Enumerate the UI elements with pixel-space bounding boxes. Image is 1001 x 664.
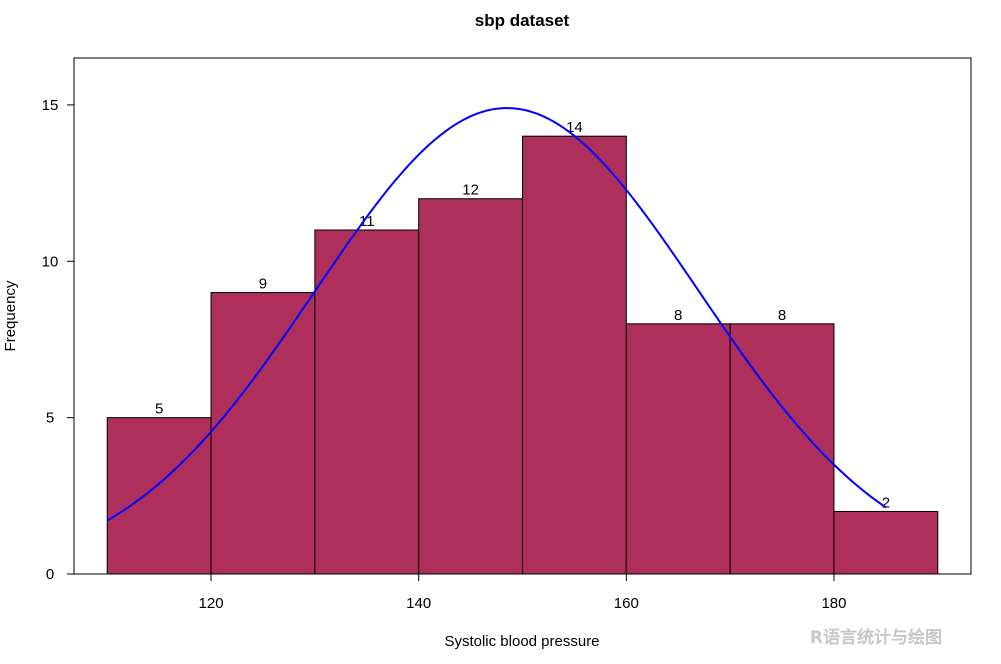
x-tick-label: 160 <box>614 595 639 612</box>
x-tick-label: 180 <box>821 595 846 612</box>
bar-count-label: 5 <box>155 401 163 418</box>
watermark-text: R语言统计与绘图 <box>810 627 942 648</box>
bar-count-label: 12 <box>462 182 479 199</box>
x-axis: 120 140 160 180 <box>199 573 846 612</box>
histogram-bar <box>833 510 939 575</box>
bars-group <box>106 135 939 575</box>
x-axis-title: Systolic blood pressure <box>444 633 599 650</box>
bar-count-label: 11 <box>359 213 375 230</box>
y-axis: 0 5 10 15 <box>42 97 75 583</box>
histogram-bar <box>522 135 627 575</box>
density-curve <box>106 107 887 522</box>
y-tick-label: 0 <box>46 566 54 583</box>
histogram-bar <box>418 198 523 575</box>
y-axis-title: Frequency <box>2 280 19 351</box>
histogram-bar <box>210 292 316 575</box>
x-tick-label: 140 <box>406 595 431 612</box>
y-tick-label: 5 <box>46 410 54 427</box>
bar-count-label: 9 <box>259 276 267 293</box>
histogram-bar <box>314 229 420 575</box>
histogram-bar <box>729 323 835 575</box>
histogram-bar <box>106 417 212 575</box>
bar-count-label: 2 <box>882 494 890 511</box>
y-tick-label: 10 <box>42 253 59 270</box>
bar-count-label: 14 <box>566 119 583 136</box>
x-tick-label: 120 <box>199 595 224 612</box>
histogram-bar <box>625 323 731 575</box>
bar-labels-group: 5 9 11 12 14 8 8 2 <box>155 119 890 511</box>
bar-count-label: 8 <box>778 307 786 324</box>
bar-count-label: 8 <box>674 307 682 324</box>
y-tick-label: 15 <box>42 97 59 114</box>
chart-title: sbp dataset <box>475 11 570 30</box>
